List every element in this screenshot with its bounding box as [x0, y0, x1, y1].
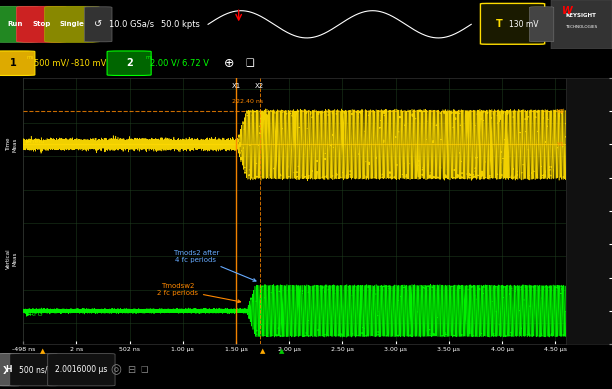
Text: Y2: Y2 — [557, 109, 565, 114]
Text: Run: Run — [7, 21, 23, 27]
Text: Single: Single — [60, 21, 84, 27]
FancyBboxPatch shape — [0, 354, 20, 386]
FancyBboxPatch shape — [529, 7, 554, 42]
Text: ms: ms — [146, 55, 153, 60]
Text: 500 ns/: 500 ns/ — [20, 365, 48, 374]
Bar — [551, 0, 612, 49]
Text: ◎: ◎ — [111, 363, 122, 376]
Text: T: T — [496, 19, 502, 29]
Text: 10.0 GSa/s: 10.0 GSa/s — [109, 20, 154, 29]
Text: Stop: Stop — [32, 21, 51, 27]
Text: -810 mV: -810 mV — [71, 59, 106, 68]
FancyBboxPatch shape — [107, 51, 151, 75]
Text: 1: 1 — [9, 58, 17, 68]
FancyBboxPatch shape — [480, 4, 545, 44]
Text: 500 mV/: 500 mV/ — [34, 59, 70, 68]
Text: ▲: ▲ — [261, 348, 266, 354]
FancyBboxPatch shape — [17, 6, 67, 42]
Text: Time
Meas: Time Meas — [6, 137, 17, 152]
Text: W: W — [562, 6, 573, 16]
Text: ⊕: ⊕ — [224, 57, 235, 70]
Text: 130 mV: 130 mV — [509, 20, 538, 29]
Text: H: H — [6, 365, 12, 374]
Text: 50.0 kpts: 50.0 kpts — [161, 20, 200, 29]
Text: 2.0016000 μs: 2.0016000 μs — [55, 365, 108, 374]
Text: ❑: ❑ — [140, 365, 147, 374]
Text: ▲: ▲ — [40, 348, 45, 354]
Text: X1: X1 — [231, 83, 241, 89]
Text: 6.72 V: 6.72 V — [182, 59, 209, 68]
Text: ❯: ❯ — [1, 365, 8, 374]
Text: ↺: ↺ — [94, 19, 102, 29]
Text: ▶RFO: ▶RFO — [26, 312, 44, 317]
FancyBboxPatch shape — [48, 354, 115, 386]
Text: 222.40 ns: 222.40 ns — [233, 100, 263, 105]
Text: X2: X2 — [255, 83, 264, 89]
Text: Y1: Y1 — [558, 142, 565, 147]
FancyBboxPatch shape — [45, 6, 100, 42]
Text: Tmods2 after
4 fc periods: Tmods2 after 4 fc periods — [173, 250, 256, 281]
Text: KEYSIGHT: KEYSIGHT — [566, 13, 597, 18]
FancyBboxPatch shape — [84, 7, 112, 42]
FancyBboxPatch shape — [10, 354, 58, 386]
Text: TECHNOLOGIES: TECHNOLOGIES — [565, 25, 597, 29]
Text: ⊟: ⊟ — [127, 365, 136, 375]
Text: ▲: ▲ — [279, 348, 284, 354]
Text: ms: ms — [27, 55, 34, 60]
Text: Tmodsw2
2 fc periods: Tmodsw2 2 fc periods — [157, 283, 241, 303]
Text: ▶Field: ▶Field — [26, 138, 46, 143]
Text: 2: 2 — [125, 58, 133, 68]
Text: ❑: ❑ — [245, 58, 254, 68]
Text: Vertical
Meas: Vertical Meas — [6, 249, 17, 269]
FancyBboxPatch shape — [0, 6, 39, 42]
FancyBboxPatch shape — [0, 51, 35, 75]
Text: 2.00 V/: 2.00 V/ — [151, 59, 180, 68]
